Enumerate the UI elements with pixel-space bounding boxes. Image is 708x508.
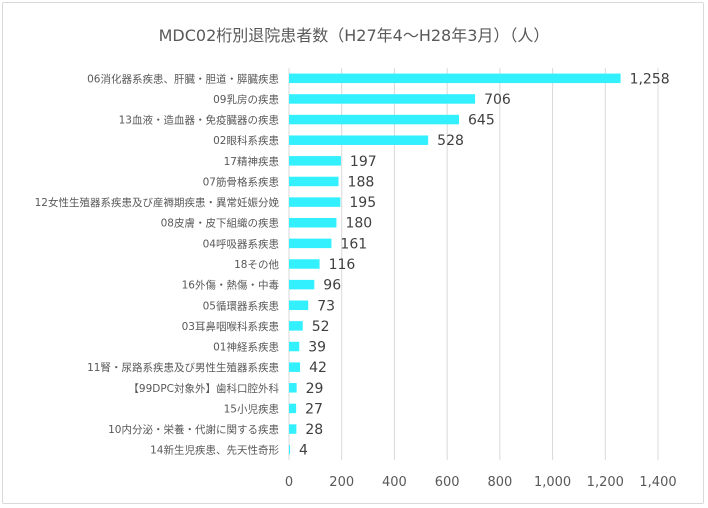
- x-tick-label: 1,400: [639, 475, 676, 490]
- bar: [289, 197, 341, 207]
- x-tick-label: 800: [487, 475, 512, 490]
- category-label: 04呼吸器系疾患: [203, 237, 279, 250]
- value-label: 52: [312, 319, 330, 335]
- bar: [289, 73, 621, 84]
- bar: [289, 114, 460, 125]
- category-label: 01神経系疾患: [213, 341, 279, 354]
- category-label: 06消化器系疾患、肝臓・胆道・膵臓疾患: [87, 72, 279, 85]
- category-label: 05循環器系疾患: [203, 299, 279, 312]
- value-label: 197: [350, 154, 377, 170]
- value-label: 28: [305, 422, 323, 438]
- bar: [289, 341, 300, 352]
- value-label: 4: [299, 443, 308, 459]
- category-label: 11腎・尿路系疾患及び男性生殖器系疾患: [87, 361, 279, 374]
- x-tick-label: 0: [285, 475, 293, 490]
- bar: [289, 135, 429, 145]
- category-label: 18その他: [234, 258, 279, 271]
- value-label: 645: [468, 113, 495, 129]
- bar: [289, 444, 291, 455]
- category-label: 08皮膚・皮下組織の疾患: [161, 217, 279, 230]
- bar: [289, 238, 332, 249]
- bar: [289, 321, 303, 331]
- value-label: 116: [329, 257, 356, 273]
- category-label: 10内分泌・栄養・代謝に関する疾患: [108, 423, 279, 436]
- bar: [289, 279, 315, 290]
- value-label: 39: [308, 340, 326, 356]
- category-label: 12女性生殖器系疾患及び産褥期疾患・異常妊娠分娩: [35, 196, 280, 209]
- value-label: 528: [437, 133, 464, 149]
- category-label: 15小児疾患: [224, 402, 279, 415]
- category-label: 07筋骨格系疾患: [203, 175, 279, 188]
- category-label: 【99DPC対象外】歯科口腔外科: [128, 382, 279, 395]
- bar: [289, 362, 301, 372]
- category-label: 17精神疾患: [224, 155, 279, 168]
- x-tick-label: 200: [329, 475, 354, 490]
- value-label: 706: [484, 92, 511, 108]
- category-label: 13血液・造血器・免疫臓器の疾患: [119, 114, 279, 127]
- bar: [289, 217, 337, 228]
- value-label: 161: [340, 236, 367, 252]
- value-label: 188: [348, 174, 375, 190]
- bar: [289, 259, 320, 269]
- category-label: 16外傷・熱傷・中毒: [182, 279, 280, 292]
- bar: [289, 176, 339, 187]
- chart-frame: [2, 2, 704, 504]
- chart-title: MDC02桁別退院患者数（H27年4～H28年3月）（人）: [158, 26, 550, 45]
- value-label: 29: [306, 381, 324, 397]
- value-label: 1,258: [630, 71, 670, 87]
- bar: [289, 94, 476, 104]
- category-label: 09乳房の疾患: [213, 93, 279, 106]
- value-label: 27: [305, 401, 323, 417]
- bar: [289, 300, 309, 311]
- bar: [289, 156, 341, 166]
- category-label: 02眼科系疾患: [213, 134, 279, 147]
- x-tick-label: 1,200: [587, 475, 624, 490]
- category-label: 14新生児疾患、先天性奇形: [150, 444, 279, 457]
- value-label: 42: [309, 360, 327, 376]
- bar: [289, 424, 297, 434]
- x-tick-label: 600: [435, 475, 460, 490]
- bar: [289, 403, 297, 414]
- bar: [289, 383, 297, 393]
- value-label: 73: [317, 298, 335, 314]
- x-tick-label: 1,000: [534, 475, 571, 490]
- value-label: 96: [323, 278, 341, 294]
- value-label: 195: [349, 195, 376, 211]
- x-tick-label: 400: [382, 475, 407, 490]
- value-label: 180: [345, 216, 372, 232]
- category-label: 03耳鼻咽喉科系疾患: [182, 320, 279, 333]
